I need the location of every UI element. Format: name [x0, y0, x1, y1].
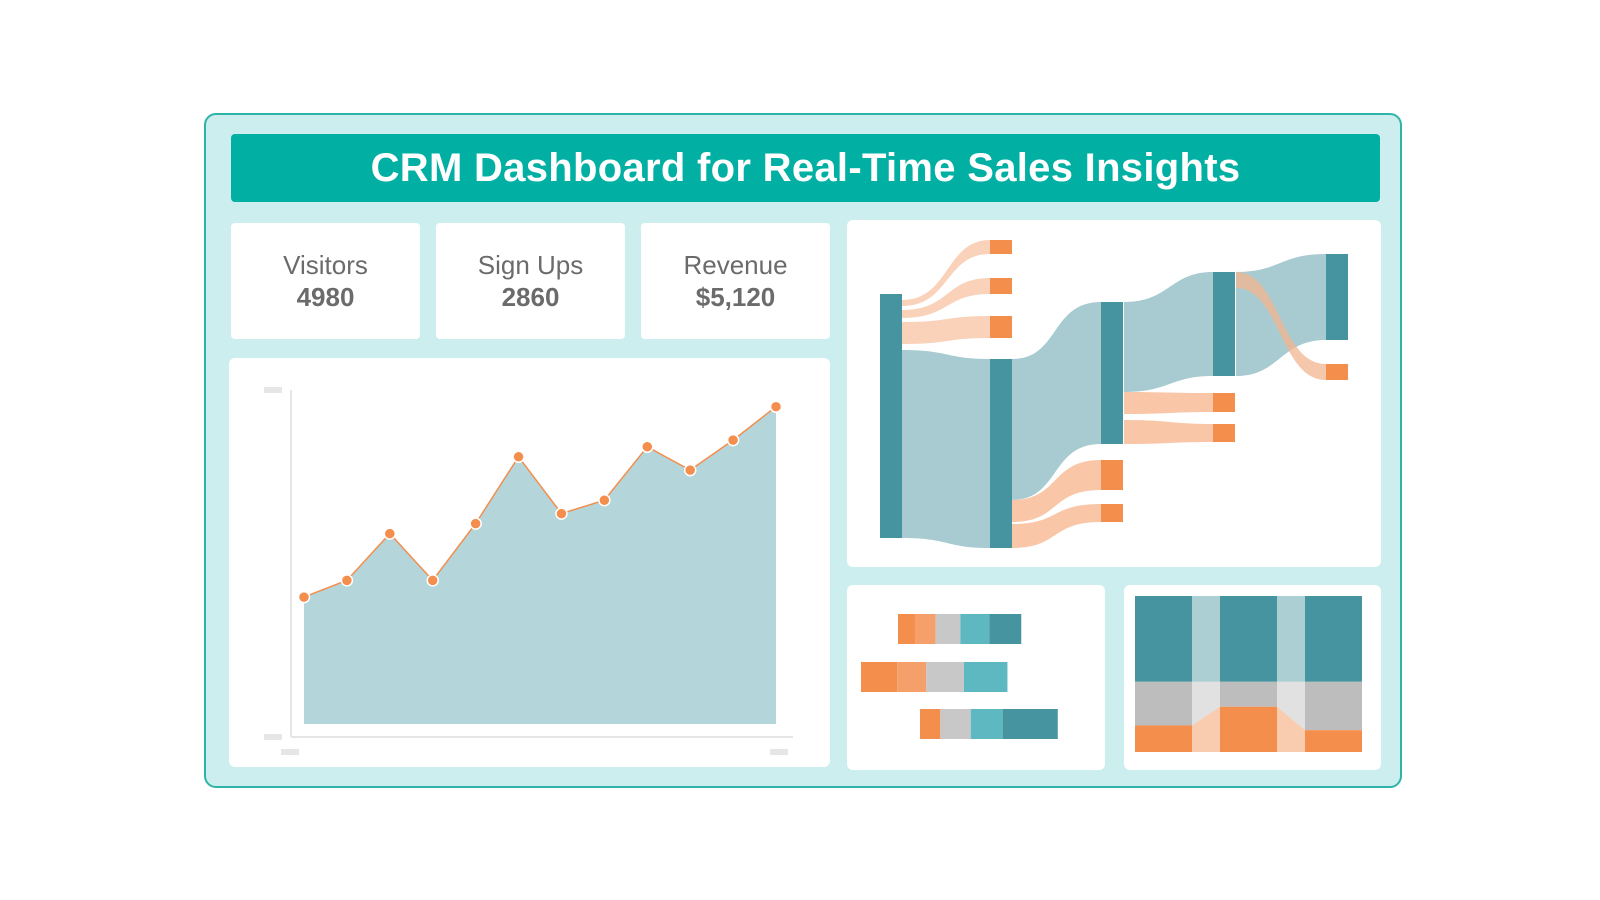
- percent-bar-segment: [1220, 681, 1277, 707]
- sankey-node: [990, 278, 1012, 294]
- area-data-point: [383, 527, 397, 540]
- kpi-value: 4980: [296, 282, 355, 312]
- sankey-diagram: [880, 240, 1348, 548]
- area-data-point: [340, 574, 354, 587]
- percent-bar-segment: [1220, 706, 1277, 752]
- area-series-line: [303, 406, 777, 598]
- sankey-node: [1101, 460, 1123, 490]
- sankey-node: [1213, 393, 1235, 412]
- kpi-value: $5,120: [695, 282, 776, 312]
- sankey-link: [1012, 460, 1101, 522]
- sankey-link: [902, 240, 990, 306]
- percent-bar-connector: [1192, 596, 1220, 682]
- x-tick-placeholder: [770, 749, 788, 755]
- stacked-bar-segment: [898, 614, 916, 644]
- sankey-node: [990, 316, 1012, 338]
- sankey-link: [1012, 504, 1101, 548]
- percent-bar-connector: [1277, 706, 1305, 752]
- area-data-point: [641, 440, 654, 454]
- kpi-card-signups: Sign Ups 2860: [436, 223, 625, 339]
- area-data-point: [598, 493, 611, 507]
- sankey-link: [1012, 302, 1101, 500]
- sankey-node: [990, 359, 1012, 548]
- stacked-bar-segment: [1002, 709, 1058, 739]
- area-data-point: [297, 590, 311, 604]
- area-data-point: [469, 517, 482, 530]
- stacked-bar-segment: [970, 709, 1003, 739]
- percent-bar-segment: [1135, 681, 1192, 726]
- sankey-link: [902, 278, 990, 318]
- dashboard-title: CRM Dashboard for Real-Time Sales Insigh…: [370, 145, 1241, 190]
- sankey-link: [1124, 420, 1213, 444]
- stacked-bar-segment: [935, 614, 961, 644]
- area-fill: [304, 406, 776, 724]
- stacked-bar-segment: [940, 709, 971, 739]
- area-data-point: [426, 574, 439, 587]
- kpi-label: Visitors: [283, 250, 368, 280]
- stacked-bar-segment: [963, 662, 1008, 692]
- area-data-point: [555, 507, 568, 520]
- stacked-bar-segment: [861, 662, 898, 692]
- stacked-bar-segment: [920, 709, 941, 739]
- percent-bar-segment: [1135, 596, 1192, 682]
- sankey-node: [1101, 504, 1123, 522]
- area-data-point: [726, 433, 740, 447]
- percent-bar-segment: [1305, 730, 1362, 752]
- kpi-label: Sign Ups: [477, 250, 584, 280]
- sankey-node: [990, 240, 1012, 254]
- x-tick-placeholder: [281, 749, 299, 755]
- percent-bar-connector: [1192, 681, 1220, 726]
- stacked-bar-segment: [926, 662, 964, 692]
- kpi-card-visitors: Visitors 4980: [231, 223, 420, 339]
- sankey-node: [1101, 302, 1123, 444]
- sankey-link: [902, 350, 990, 548]
- sankey-node: [1213, 272, 1235, 376]
- percent-bar-segment: [1305, 681, 1362, 731]
- stacked-bar-segment: [960, 614, 990, 644]
- sankey-link: [902, 316, 990, 344]
- sankey-link: [1124, 392, 1213, 414]
- sankey-link: [1236, 272, 1326, 380]
- sankey-link: [1236, 254, 1326, 376]
- percent-bar-segment: [1220, 596, 1277, 682]
- sankey-link: [1124, 272, 1213, 392]
- sankey-node: [880, 294, 902, 538]
- stacked-bar-segment: [989, 614, 1022, 644]
- stacked-bar-segment: [897, 662, 927, 692]
- percent-bar-connector: [1277, 596, 1305, 682]
- area-data-point: [683, 463, 697, 477]
- percent-bar-segment: [1135, 725, 1192, 752]
- area-data-point: [769, 400, 783, 413]
- kpi-value: 2860: [501, 282, 560, 312]
- percent-bar-connector: [1192, 706, 1220, 752]
- y-tick-placeholder: [264, 734, 282, 740]
- sankey-node: [1326, 254, 1348, 340]
- percent-bar-connector: [1277, 681, 1305, 731]
- kpi-card-revenue: Revenue $5,120: [641, 223, 830, 339]
- sankey-node: [1213, 424, 1235, 442]
- percent-bar-segment: [1305, 596, 1362, 682]
- sankey-node: [1326, 364, 1348, 380]
- title-bar: CRM Dashboard for Real-Time Sales Insigh…: [231, 134, 1380, 202]
- y-tick-placeholder: [264, 387, 282, 393]
- area-data-point: [512, 450, 525, 464]
- stacked-bar-segment: [915, 614, 936, 644]
- kpi-label: Revenue: [683, 250, 788, 280]
